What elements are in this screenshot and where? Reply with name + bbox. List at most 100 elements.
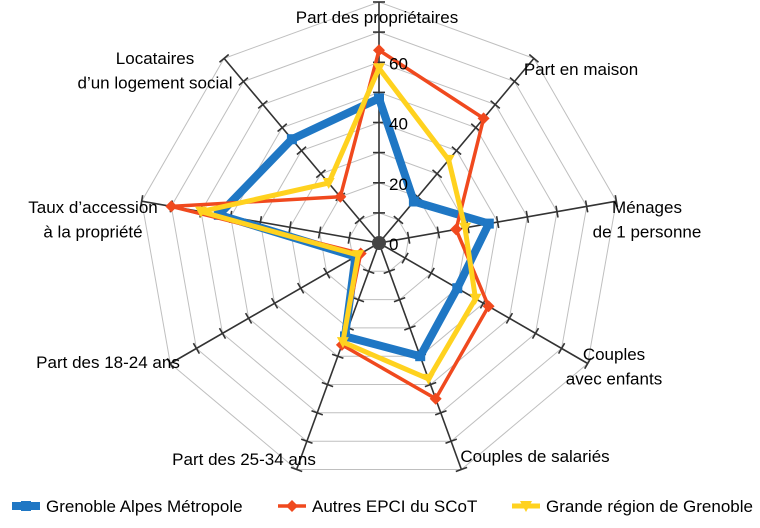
category-label: Part des 25-34 ans — [172, 450, 316, 469]
data-point — [373, 63, 385, 75]
axis-tick — [315, 169, 327, 179]
radial-tick-label: 0 — [389, 235, 398, 254]
radial-tick-label: 20 — [389, 175, 408, 194]
axis-tick — [509, 76, 520, 86]
axis-tick — [451, 146, 462, 156]
axis-tick — [383, 268, 396, 275]
axis-tick — [424, 381, 437, 388]
axis-tick — [505, 312, 514, 324]
data-point — [352, 250, 365, 262]
data-point — [195, 206, 207, 218]
category-label-line: Couples de salariés — [460, 447, 609, 466]
series-line — [169, 48, 491, 401]
data-point — [459, 222, 471, 234]
axis-tick — [166, 357, 174, 370]
data-point — [408, 196, 419, 207]
axis-tick — [238, 76, 249, 86]
grid-ring — [348, 212, 410, 272]
category-label: Part des propriétaires — [296, 8, 459, 27]
category-label-line: Couples — [583, 345, 645, 364]
axis-tick — [495, 216, 500, 229]
data-point — [165, 200, 178, 213]
axis-tick — [427, 267, 435, 279]
axis-tick — [455, 466, 468, 473]
axis-tick — [323, 267, 331, 279]
radial-tick-label: 60 — [389, 54, 408, 73]
axis-tick — [584, 357, 592, 370]
axis-tick — [584, 200, 589, 213]
legend-label: Grenoble Alpes Métropole — [46, 497, 243, 516]
axis-tick — [406, 231, 411, 244]
category-label: Couples de salariés — [460, 447, 609, 466]
axis-tick — [354, 215, 365, 225]
category-label-line: avec enfants — [566, 370, 662, 389]
axis-tick — [297, 282, 305, 294]
axis-tick — [525, 210, 530, 223]
radar-center — [372, 236, 386, 250]
axis-tick — [431, 169, 443, 179]
data-point — [452, 283, 463, 294]
axis-tick — [470, 123, 481, 133]
axis-tick — [362, 268, 375, 275]
category-label-line: Part des propriétaires — [296, 8, 459, 27]
legend-label: Autres EPCI du SCoT — [312, 497, 477, 516]
axis-tick — [531, 327, 540, 339]
category-label-line: Taux d’accession — [28, 198, 157, 217]
data-point — [422, 373, 435, 385]
data-point — [286, 134, 297, 145]
data-point — [482, 300, 495, 313]
data-point — [469, 293, 482, 305]
grid-ring — [200, 61, 558, 414]
axis-tick — [192, 342, 201, 354]
axis-tick — [300, 438, 313, 444]
series-line — [198, 65, 478, 382]
category-label-line: à la propriété — [43, 223, 142, 242]
axis-tick — [445, 438, 458, 444]
axis-tick — [270, 297, 279, 309]
category-label-line: Part des 18-24 ans — [36, 353, 180, 372]
axis-tick — [393, 296, 406, 303]
data-point — [334, 190, 347, 203]
category-labels: Part des propriétaires Part en maison Ména… — [28, 8, 701, 469]
axis-tick — [288, 221, 292, 234]
legend-swatch-marker — [21, 501, 31, 511]
grid-ring — [170, 31, 588, 442]
grid-ring — [141, 1, 617, 470]
series-line — [214, 94, 493, 361]
axis-tick — [331, 353, 344, 360]
axis-tick — [218, 327, 227, 339]
category-label-line: Locataires — [116, 49, 194, 68]
category-label: Taux d’accession à la propriété — [28, 198, 157, 242]
axis-tick — [352, 296, 365, 303]
data-point — [442, 154, 455, 166]
axis-tick — [436, 226, 441, 239]
legend-item-3: Grande région de Grenoble — [512, 497, 753, 516]
axis-tick — [218, 53, 230, 63]
axis-tick — [244, 312, 253, 324]
axis-tick — [296, 146, 307, 156]
data-point — [477, 112, 490, 125]
radar-grid — [141, 1, 617, 470]
data-point — [415, 351, 426, 362]
category-label: Part en maison — [524, 60, 638, 79]
radial-tick-labels: 0 20 40 60 — [389, 54, 408, 254]
grid-ring — [289, 152, 469, 329]
axis-tick — [555, 205, 559, 218]
radial-tick-label: 40 — [389, 115, 408, 134]
axis-tick — [257, 100, 268, 110]
axis-tick — [614, 195, 619, 208]
category-label: Couples avec enfants — [566, 345, 662, 389]
legend-item-1: Grenoble Alpes Métropole — [12, 497, 243, 516]
category-label-line: d’un logement social — [78, 74, 233, 93]
data-point — [374, 93, 384, 104]
data-point — [429, 392, 442, 405]
category-label: Ménages de 1 personne — [593, 198, 702, 242]
legend-swatch-marker — [520, 501, 532, 512]
axis-tick — [401, 252, 409, 264]
legend-swatch-marker — [286, 500, 298, 512]
category-label-line: de 1 personne — [593, 223, 702, 242]
legend-label: Grande région de Grenoble — [546, 497, 753, 516]
category-label: Locataires d’un logement social — [78, 49, 233, 93]
